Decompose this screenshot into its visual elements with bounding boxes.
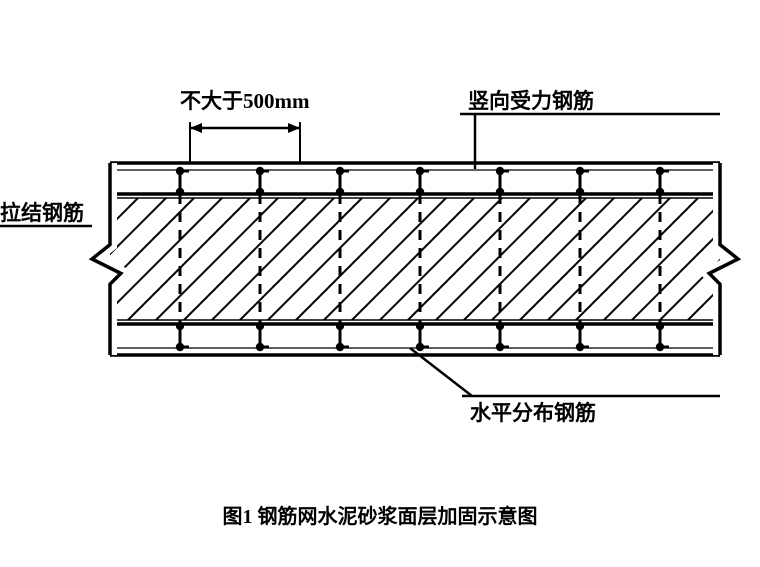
horizontal-rebar-label: 水平分布钢筋 — [470, 401, 596, 425]
tie-rebar-label: 拉结钢筋 — [0, 201, 84, 225]
figure-caption: 图1 钢筋网水泥砂浆面层加固示意图 — [0, 500, 760, 529]
vertical-rebar-label: 竖向受力钢筋 — [468, 89, 594, 113]
diagram-canvas: 不大于500mm 竖向受力钢筋水平分布钢筋 拉结钢筋 — [0, 0, 760, 470]
spacing-label: 不大于500mm — [180, 89, 310, 113]
